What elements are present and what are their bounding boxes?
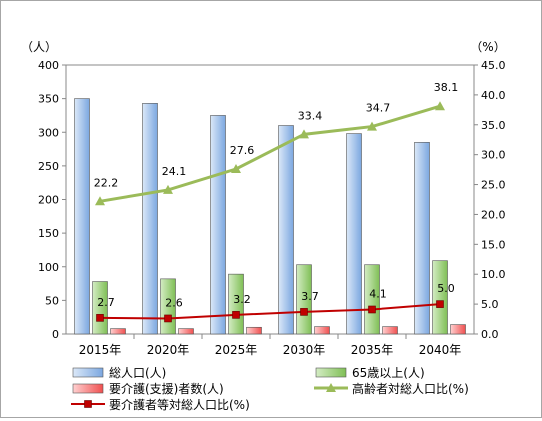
y-right-tick-label: 30.0 [481, 149, 506, 162]
bar-aged-65-plus [432, 260, 448, 335]
x-tick-label: 2020年 [147, 343, 190, 357]
legend-aged-65-plus-swatch [315, 367, 347, 378]
y-right-tick-label: 40.0 [481, 89, 506, 102]
legend-elderly-ratio-swatch-marker [326, 383, 336, 392]
y-right-tick-label: 10.0 [481, 268, 506, 281]
data-label-care-ratio: 2.6 [165, 296, 183, 309]
bar-care-required [110, 328, 126, 335]
point-elderly-ratio [435, 101, 445, 111]
point-elderly-ratio [367, 121, 377, 131]
y-right-tick-label: 35.0 [481, 119, 506, 132]
bar-total-population [74, 98, 90, 335]
point-care-ratio [164, 314, 172, 323]
plot-border [65, 64, 475, 335]
legend-aged-65-plus-label: 65歳以上(人) [352, 366, 425, 380]
bar-total-population [346, 133, 362, 335]
point-care-ratio [436, 300, 444, 308]
data-label-care-ratio: 4.1 [369, 287, 387, 300]
point-elderly-ratio [231, 164, 241, 174]
bar-total-population [414, 142, 430, 335]
x-tick-label: 2030年 [283, 343, 326, 357]
bar-care-required [314, 326, 330, 335]
legend-care-ratio-label: 要介護者等対総人口比(%) [109, 397, 250, 412]
data-label-elderly-ratio: 38.1 [434, 81, 459, 94]
legend-total-population-label: 総人口(人) [109, 366, 166, 380]
data-label-elderly-ratio: 27.6 [230, 144, 255, 157]
line-care-ratio [99, 303, 441, 320]
y-left-tick-label: 400 [38, 59, 59, 72]
data-label-care-ratio: 3.2 [233, 293, 251, 306]
y-right-tick-label: 25.0 [481, 179, 506, 192]
point-elderly-ratio [95, 196, 105, 206]
bar-care-required [450, 324, 466, 335]
y-left-tick-label: 350 [38, 93, 59, 106]
legend-aged-65-plus: 65歳以上(人) [315, 366, 425, 380]
x-tick-label: 2025年 [215, 343, 258, 357]
bar-aged-65-plus [364, 264, 380, 335]
legend-care-required-swatch [72, 383, 104, 394]
data-label-elderly-ratio: 22.2 [94, 176, 119, 189]
bar-care-required [382, 326, 398, 335]
y-right-tick-label: 15.0 [481, 238, 506, 251]
y-right-tick-label: 45.0 [481, 59, 506, 72]
bar-total-population [210, 115, 226, 335]
bar-aged-65-plus [296, 264, 312, 335]
point-care-ratio [232, 311, 240, 319]
data-label-care-ratio: 2.7 [97, 296, 115, 309]
plot-area: 0 50 100 150 200 250 300 350 400 （人） 0.0 5.0 10.0 15.… [21, 40, 506, 357]
point-care-ratio [96, 314, 104, 322]
legend-total-population: 総人口(人) [72, 366, 166, 380]
legend-care-required-label: 要介護(支援)者数(人) [109, 381, 224, 396]
x-tick-label: 2015年 [79, 343, 122, 357]
y-right-tick-label: 20.0 [481, 208, 506, 221]
data-label-elderly-ratio: 33.4 [298, 109, 323, 122]
point-elderly-ratio [163, 184, 173, 194]
legend-care-ratio-swatch-marker [84, 400, 92, 408]
line-elderly-ratio [99, 104, 441, 203]
point-care-ratio [368, 305, 376, 314]
bar-aged-65-plus [228, 273, 244, 335]
data-label-elderly-ratio: 34.7 [366, 102, 391, 115]
data-label-elderly-ratio: 24.1 [162, 165, 187, 178]
legend-total-population-swatch [72, 367, 104, 378]
legend-elderly-ratio: 高齢者対総人口比(%) [314, 381, 469, 396]
y-left-tick-label: 250 [38, 160, 59, 173]
legend-care-required: 要介護(支援)者数(人) [72, 381, 224, 396]
legend: 総人口(人) 65歳以上(人) 要介護(支援)者数(人) 高齢者対総人口比(%) 要介護… [71, 366, 469, 412]
y-left-unit-label: （人） [21, 40, 57, 54]
bar-care-required [246, 326, 262, 335]
y-right-tick-label: 0.0 [481, 328, 499, 341]
legend-elderly-ratio-label: 高齢者対総人口比(%) [352, 381, 469, 396]
y-left-tick-label: 200 [38, 194, 59, 207]
y-left-tick-label: 0 [52, 328, 59, 341]
point-care-ratio [300, 308, 308, 316]
data-label-care-ratio: 3.7 [301, 290, 319, 303]
bar-total-population [278, 125, 294, 335]
y-right-unit-label: （%） [470, 40, 505, 54]
point-elderly-ratio [299, 129, 309, 139]
legend-care-ratio: 要介護者等対総人口比(%) [71, 397, 250, 412]
x-tick-label: 2035年 [351, 343, 394, 357]
y-left-tick-label: 150 [38, 227, 59, 240]
y-right-tick-label: 5.0 [481, 298, 499, 311]
bar-total-population [142, 103, 158, 335]
data-label-care-ratio: 5.0 [437, 282, 455, 295]
y-left-tick-label: 50 [45, 294, 59, 307]
y-left-tick-label: 300 [38, 126, 59, 139]
x-tick-label: 2040年 [419, 343, 462, 357]
y-left-tick-label: 100 [38, 261, 59, 274]
bar-care-required [178, 328, 194, 335]
